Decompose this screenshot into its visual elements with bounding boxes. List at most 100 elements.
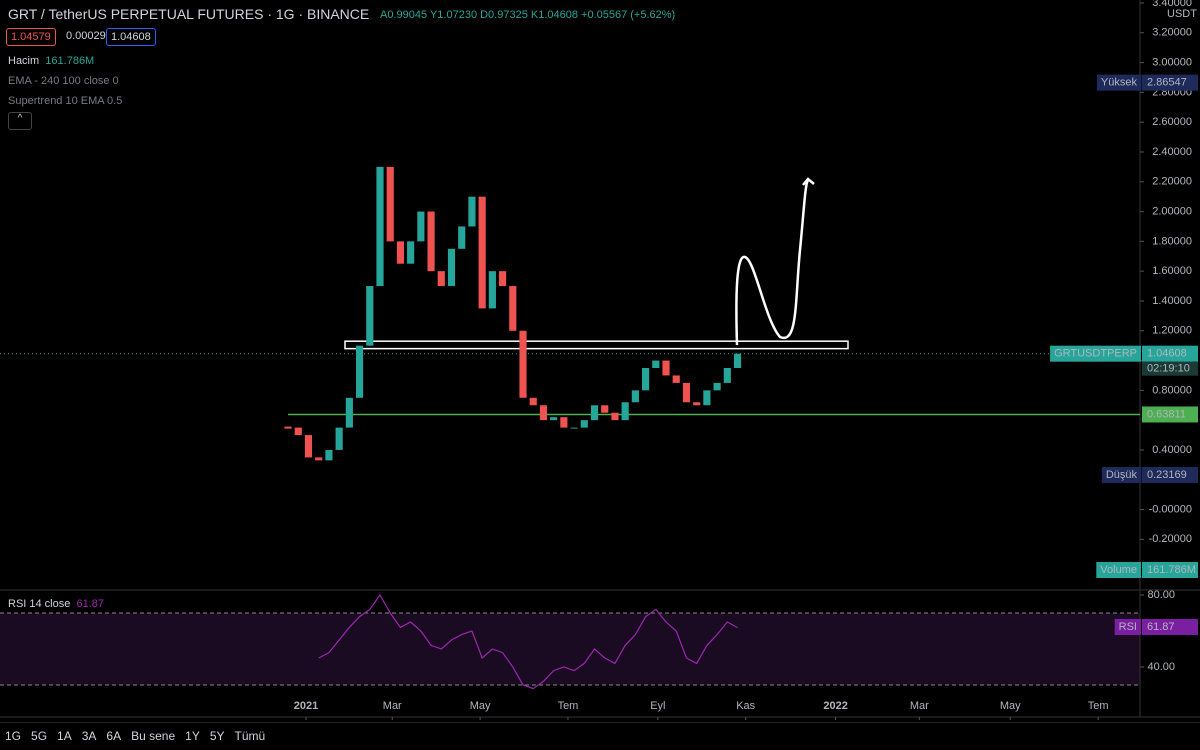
candle bbox=[560, 417, 568, 428]
range-button[interactable]: 5Y bbox=[209, 729, 225, 743]
collapse-button[interactable]: ^ bbox=[8, 112, 32, 130]
x-tick-label: Kas bbox=[736, 700, 755, 712]
x-tick-label: Tem bbox=[558, 700, 579, 712]
y-tick-label: 2.40000 bbox=[1152, 146, 1192, 158]
candle bbox=[488, 271, 496, 309]
last-tag-label-bg bbox=[1050, 345, 1141, 362]
x-tick-label: 2022 bbox=[823, 700, 847, 712]
candle bbox=[304, 435, 313, 458]
candle bbox=[458, 226, 466, 249]
volume-value: 161.786M bbox=[45, 55, 95, 67]
y-tick-label: 3.20000 bbox=[1152, 27, 1192, 39]
y-tick-label: 1.20000 bbox=[1152, 325, 1192, 337]
y-tick-label: -0.20000 bbox=[1149, 533, 1192, 545]
rsi-tag: RSI 61.87 bbox=[1114, 619, 1198, 635]
candle bbox=[417, 211, 425, 242]
high-tag-label: Yüksek bbox=[1101, 77, 1138, 89]
x-tick-label: Mar bbox=[383, 700, 402, 712]
candle bbox=[407, 241, 415, 264]
y-tick-label: 80.00 bbox=[1147, 589, 1175, 601]
candle bbox=[733, 353, 742, 369]
candle bbox=[590, 405, 599, 421]
candle bbox=[621, 402, 629, 421]
rsi-title: RSI 14 close bbox=[8, 598, 71, 610]
symbol[interactable]: GRT / TetherUS PERPETUAL FUTURES · 1G · … bbox=[8, 6, 370, 22]
candle bbox=[294, 427, 302, 436]
bid[interactable]: 1.04579 bbox=[6, 28, 56, 46]
range-button[interactable]: 5G bbox=[31, 729, 48, 743]
candle bbox=[631, 390, 639, 403]
candle bbox=[642, 368, 650, 391]
low-tag: Düşük 0.23169 bbox=[1101, 467, 1198, 484]
rsi-tag-label: RSI bbox=[1119, 621, 1137, 633]
candle bbox=[468, 196, 476, 227]
candle bbox=[335, 427, 343, 450]
support-tag: 0.63811 bbox=[1142, 406, 1198, 423]
y-tick-label: -0.00000 bbox=[1149, 503, 1192, 515]
spread: 0.00029 bbox=[66, 30, 106, 42]
rsi-tag-value: 61.87 bbox=[1147, 621, 1175, 633]
candle bbox=[376, 166, 384, 287]
candle bbox=[672, 375, 680, 383]
range-button[interactable]: Tümü bbox=[234, 729, 266, 743]
range-button[interactable]: 1Y bbox=[185, 729, 200, 743]
x-tick-label: 2021 bbox=[294, 700, 318, 712]
ema-legend: EMA - 240 100 close 0 bbox=[8, 75, 119, 87]
currency-label: USDT bbox=[1167, 8, 1197, 20]
candle bbox=[580, 420, 588, 428]
candle bbox=[682, 382, 691, 403]
range-button[interactable]: 1G bbox=[5, 729, 22, 743]
range-button[interactable]: 6A bbox=[106, 729, 122, 743]
rsi-band bbox=[0, 613, 1140, 685]
volume-tag-value: 161.786M bbox=[1147, 564, 1196, 576]
support-tag-value: 0.63811 bbox=[1147, 408, 1186, 420]
range-button[interactable]: Bu sene bbox=[131, 729, 176, 743]
candle bbox=[355, 345, 364, 398]
x-tick-label: Mar bbox=[910, 700, 929, 712]
rsi-value: 61.87 bbox=[76, 598, 105, 610]
volume-tag: Volume 161.786M bbox=[1096, 562, 1198, 578]
last-tag-value-bg bbox=[1142, 345, 1198, 362]
candle bbox=[652, 360, 660, 369]
x-tick-label: May bbox=[470, 700, 491, 712]
x-tick-label: Eyl bbox=[650, 700, 665, 712]
y-tick-label: 0.40000 bbox=[1152, 444, 1192, 456]
y-tick-label: 2.00000 bbox=[1152, 205, 1192, 217]
low-tag-value: 0.23169 bbox=[1147, 469, 1187, 481]
high-tag: Yüksek 2.86547 bbox=[1096, 74, 1198, 91]
volume-legend: Hacim 161.786M bbox=[8, 55, 94, 67]
y-tick-label: 2.20000 bbox=[1152, 176, 1192, 188]
candle bbox=[550, 417, 558, 421]
candle bbox=[611, 412, 619, 421]
countdown: 02:19:10 bbox=[1147, 363, 1190, 375]
high-tag-label-bg bbox=[1096, 74, 1142, 91]
low-tag-label-bg bbox=[1101, 467, 1142, 484]
candle bbox=[437, 271, 445, 287]
supertrend-legend: Supertrend 10 EMA 0.5 bbox=[8, 95, 123, 107]
volume-tag-value-bg bbox=[1142, 562, 1198, 578]
low-tag-label: Düşük bbox=[1106, 469, 1138, 481]
y-tick-label: 3.00000 bbox=[1152, 56, 1192, 68]
rsi-legend: RSI 14 close 61.87 bbox=[8, 598, 104, 610]
last-tag: GRTUSDTPERP 1.04608 bbox=[1050, 345, 1198, 362]
candle bbox=[315, 457, 323, 461]
range-button[interactable]: 3A bbox=[81, 729, 97, 743]
candle bbox=[723, 368, 731, 383]
candle bbox=[703, 390, 711, 406]
y-tick-label: 0.80000 bbox=[1152, 384, 1192, 396]
y-tick-label: 1.40000 bbox=[1152, 295, 1192, 307]
low-tag-value-bg bbox=[1142, 467, 1198, 484]
y-tick-label: 1.80000 bbox=[1152, 235, 1192, 247]
candle bbox=[427, 211, 435, 272]
countdown-bg bbox=[1142, 361, 1198, 376]
candle bbox=[539, 405, 548, 421]
resistance-zone bbox=[344, 340, 849, 350]
toolbar: 1G 5G 1A 3A 6A Bu sene 1Y 5Y Tümü bbox=[0, 722, 1200, 750]
candle bbox=[325, 449, 333, 461]
ask[interactable]: 1.04608 bbox=[106, 28, 156, 46]
candle bbox=[478, 196, 486, 309]
candle bbox=[662, 360, 670, 376]
candle bbox=[396, 241, 405, 264]
range-button[interactable]: 1A bbox=[57, 729, 72, 743]
